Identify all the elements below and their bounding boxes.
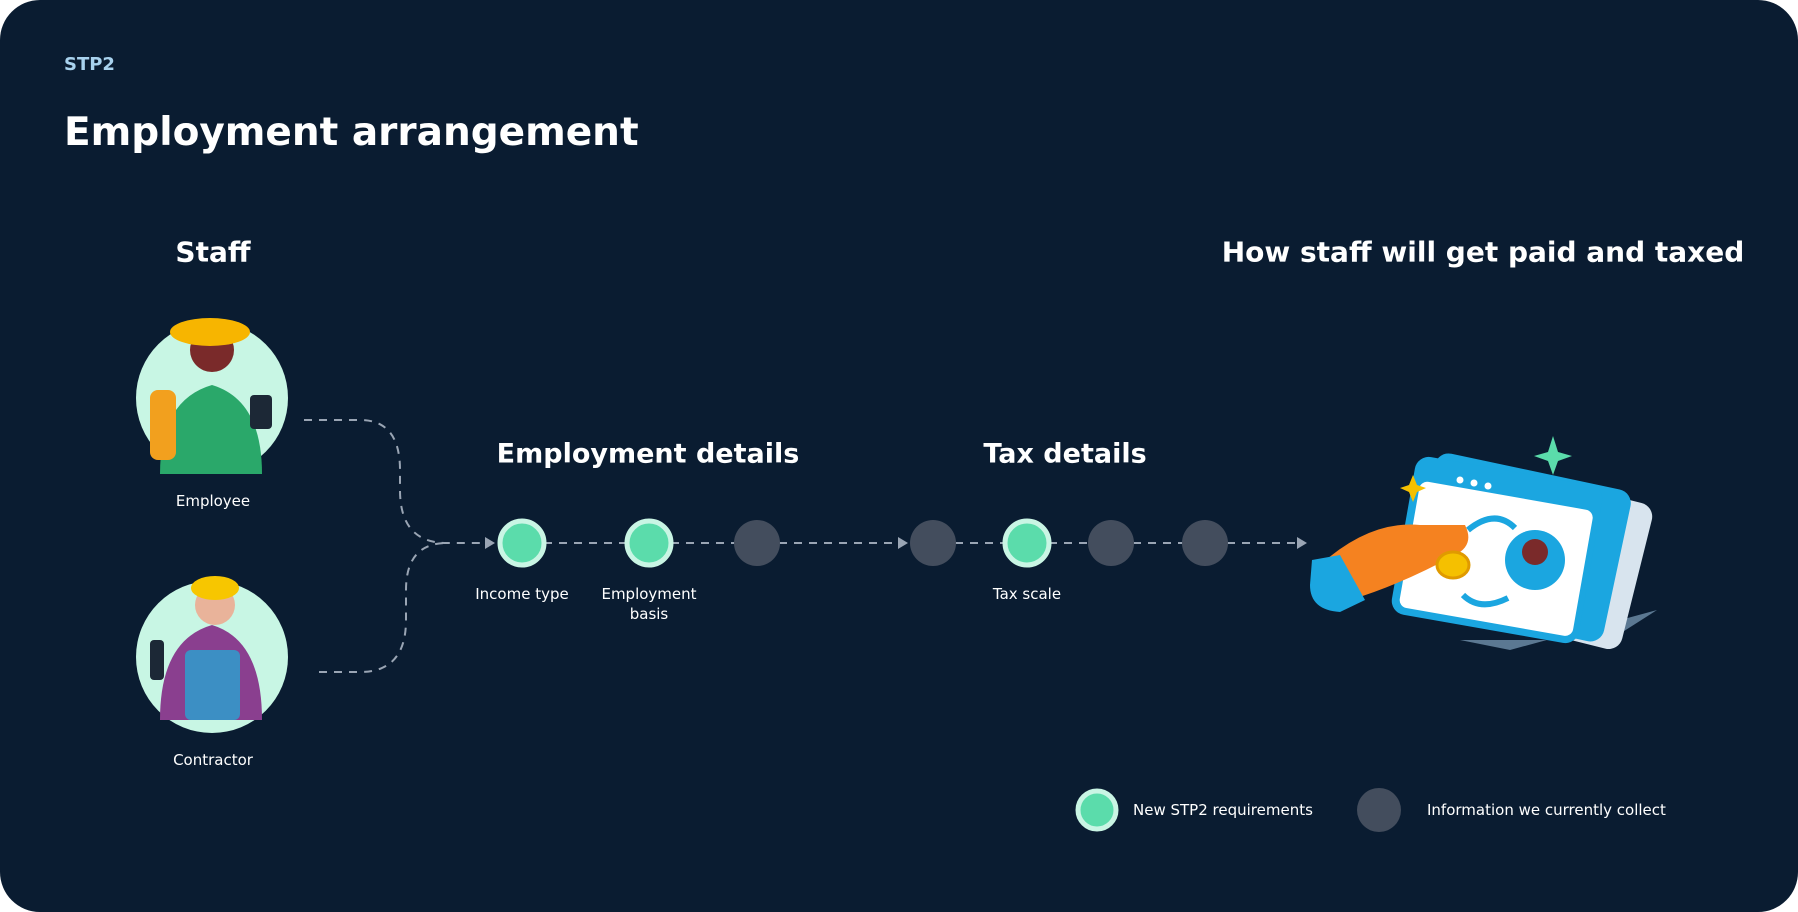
page-title: Employment arrangement <box>64 110 639 155</box>
outcome-heading: How staff will get paid and taxed <box>1221 235 1745 269</box>
staff-heading: Staff <box>175 235 251 269</box>
contractor-path <box>319 542 448 673</box>
section-title: Employment details <box>496 438 800 470</box>
node-label: Income type <box>475 585 569 603</box>
node-new <box>497 518 547 568</box>
connectors <box>304 419 1299 673</box>
employee-avatar <box>136 318 288 474</box>
legend-label: Information we currently collect <box>1427 801 1666 819</box>
section-title: Tax details <box>983 438 1147 470</box>
node-current <box>910 520 956 566</box>
legend-swatch-current <box>1357 788 1401 832</box>
legend-swatch-new <box>1075 788 1119 832</box>
nodes <box>497 518 1228 568</box>
arrow <box>898 537 908 549</box>
contractor-avatar <box>136 576 288 733</box>
node-label: Employment basis <box>601 585 697 623</box>
node-new <box>1002 518 1052 568</box>
node-new <box>624 518 674 568</box>
legend-swatches <box>1075 788 1401 832</box>
legend-label: New STP2 requirements <box>1133 801 1313 819</box>
node-current <box>1088 520 1134 566</box>
staff-label: Employee <box>175 492 251 510</box>
employee-path <box>304 419 487 544</box>
node-current <box>1182 520 1228 566</box>
arrow <box>485 537 495 549</box>
staff-label: Contractor <box>173 751 253 769</box>
node-current <box>734 520 780 566</box>
payment-illustration <box>1310 436 1657 650</box>
node-label: Tax scale <box>992 585 1062 603</box>
arrows <box>485 537 1307 549</box>
eyebrow: STP2 <box>64 54 115 75</box>
arrow <box>1297 537 1307 549</box>
